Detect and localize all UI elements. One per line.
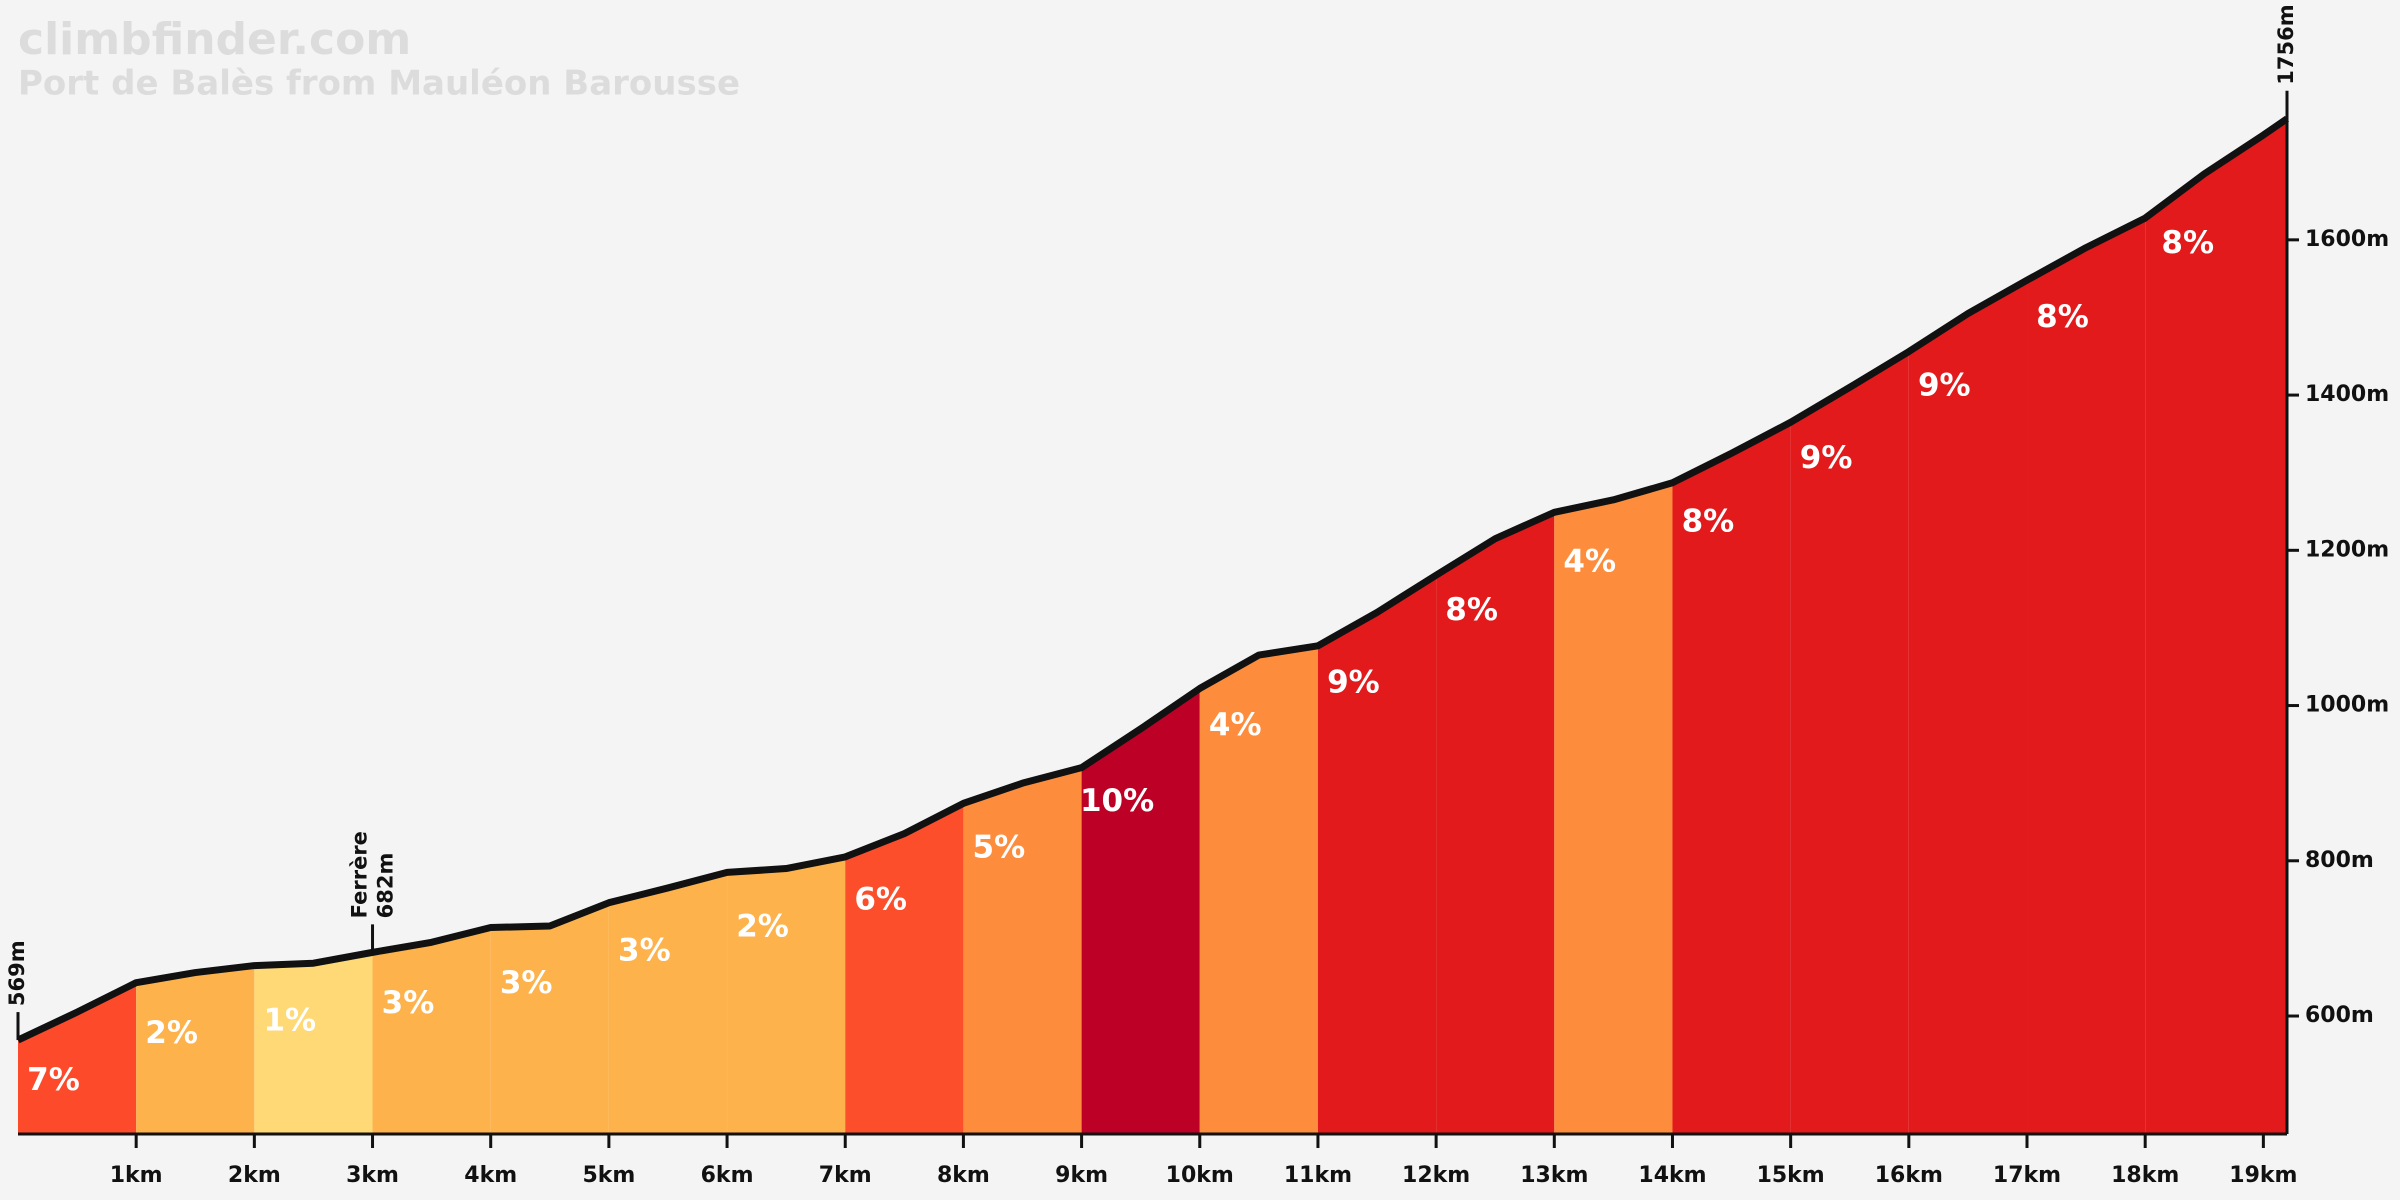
x-tick-label: 3km [346, 1163, 399, 1188]
grade-label: 9% [1918, 367, 1971, 403]
x-tick-label: 12km [1402, 1163, 1470, 1188]
grade-label: 8% [2036, 299, 2089, 335]
profile-line [16, 115, 2289, 1044]
x-tick-label: 1km [110, 1163, 163, 1188]
grade-label: 6% [854, 881, 907, 917]
x-tick-label: 9km [1055, 1163, 1108, 1188]
grade-label: 4% [1209, 707, 1262, 743]
annotation-label: 1756m [2274, 4, 2298, 84]
x-tick-label: 18km [2111, 1163, 2179, 1188]
grade-segment [2145, 118, 2287, 1134]
annotation-label: 682m [374, 853, 398, 919]
annotation-label: 569m [5, 940, 29, 1006]
grade-label: 3% [618, 932, 671, 968]
grade-label: 8% [1682, 504, 1735, 540]
grade-label: 2% [736, 909, 789, 945]
grade-label: 10% [1080, 783, 1154, 819]
grade-label: 4% [1563, 543, 1616, 579]
x-tick-label: 10km [1166, 1163, 1234, 1188]
annotation-name: Ferrère [348, 831, 372, 918]
grade-label: 9% [1327, 664, 1380, 700]
x-tick-label: 5km [582, 1163, 635, 1188]
y-tick-label: 1200m [2305, 537, 2389, 562]
y-tick-label: 1000m [2305, 693, 2389, 718]
x-tick-label: 17km [1993, 1163, 2061, 1188]
y-tick-label: 800m [2305, 848, 2374, 873]
x-tick-label: 2km [228, 1163, 281, 1188]
x-tick-label: 8km [937, 1163, 990, 1188]
grade-label: 8% [1445, 592, 1498, 628]
x-tick-label: 4km [464, 1163, 517, 1188]
grade-label: 3% [500, 965, 553, 1001]
y-tick-label: 600m [2305, 1003, 2374, 1028]
x-tick-label: 16km [1875, 1163, 1943, 1188]
grade-segment [2027, 118, 2146, 1134]
x-tick-label: 14km [1638, 1163, 1706, 1188]
y-tick-label: 1400m [2305, 382, 2389, 407]
x-tick-label: 11km [1284, 1163, 1352, 1188]
grade-label: 1% [263, 1003, 316, 1039]
x-tick-label: 7km [819, 1163, 872, 1188]
y-tick-label: 1600m [2305, 227, 2389, 252]
grade-label: 5% [973, 830, 1026, 866]
x-tick-label: 15km [1757, 1163, 1825, 1188]
grade-label: 9% [1800, 440, 1853, 476]
chart-title: climbfinder.com [18, 14, 411, 65]
grade-label: 7% [27, 1062, 80, 1098]
grade-label: 8% [2161, 225, 2214, 261]
x-tick-label: 19km [2229, 1163, 2297, 1188]
x-tick-label: 13km [1520, 1163, 1588, 1188]
grade-label: 3% [382, 985, 435, 1021]
grade-label: 2% [145, 1015, 198, 1051]
x-tick-label: 6km [701, 1163, 754, 1188]
chart-subtitle: Port de Balès from Mauléon Barousse [18, 64, 740, 104]
